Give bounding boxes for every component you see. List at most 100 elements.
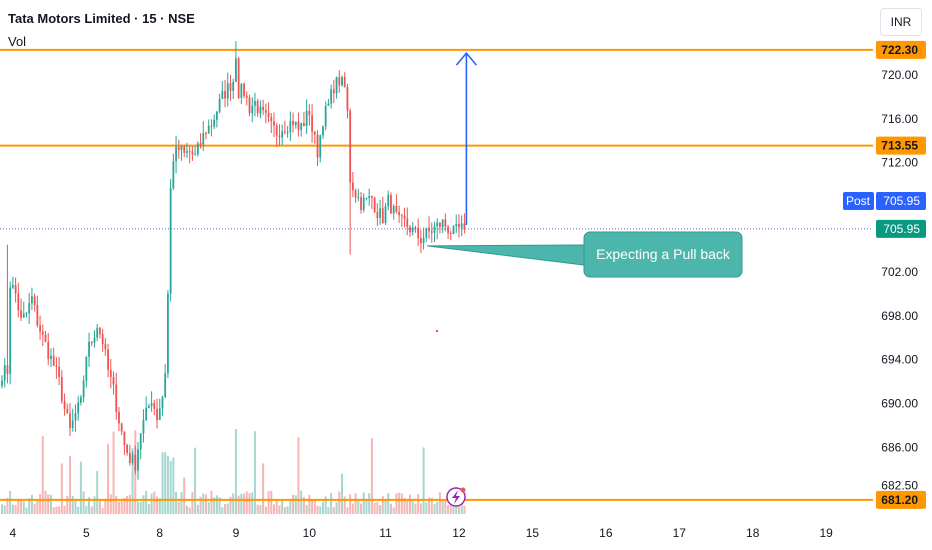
- volume-bar: [447, 505, 450, 514]
- marker-dot: [435, 329, 439, 333]
- candle-body: [6, 365, 9, 374]
- candle-body: [463, 223, 466, 229]
- candle-body: [3, 365, 6, 381]
- y-tick-label: 698.00: [881, 309, 918, 323]
- candle-body: [207, 125, 210, 134]
- candle-body: [158, 408, 161, 420]
- volume-bar: [215, 495, 218, 514]
- volume-bar: [55, 506, 58, 514]
- volume-bar: [449, 499, 452, 514]
- volume-bar: [28, 498, 31, 514]
- volume-bar: [240, 493, 243, 514]
- volume-bar: [156, 496, 159, 514]
- candle-body: [346, 87, 349, 111]
- x-tick-label: 8: [156, 526, 163, 540]
- x-tick-label: 12: [452, 526, 466, 540]
- candle-body: [104, 344, 107, 350]
- volume-bar: [3, 505, 6, 514]
- volume-bar: [177, 501, 180, 514]
- candle-body: [226, 83, 229, 99]
- candle-body: [177, 147, 180, 151]
- volume-bar: [39, 494, 42, 514]
- volume-bar: [237, 495, 240, 514]
- volume-bar: [335, 502, 338, 514]
- volume-bar: [313, 501, 316, 514]
- last-price-label: 705.95: [883, 222, 920, 236]
- candle-body: [31, 296, 33, 304]
- callout-text: Expecting a Pull back: [596, 246, 731, 262]
- volume-bar: [256, 504, 259, 514]
- candle-body: [262, 106, 265, 111]
- volume-label: Vol: [8, 34, 27, 49]
- volume-bar: [74, 500, 77, 514]
- volume-bar: [93, 496, 96, 514]
- y-tick-label: 716.00: [881, 112, 918, 126]
- volume-bar: [47, 494, 50, 514]
- volume-bar: [308, 494, 311, 514]
- currency-button[interactable]: INR: [880, 8, 922, 36]
- volume-bar: [403, 497, 406, 514]
- candle-body: [264, 110, 267, 113]
- volume-bar: [142, 495, 145, 514]
- candle-body: [406, 218, 409, 227]
- candle-body: [36, 305, 39, 326]
- volume-bar: [207, 502, 210, 514]
- candle-body: [99, 327, 101, 334]
- volume-bar: [183, 477, 186, 514]
- candle-body: [186, 151, 188, 153]
- candle-body: [191, 151, 194, 155]
- candle-body: [66, 408, 69, 414]
- candle-body: [341, 77, 343, 86]
- volume-bar: [101, 507, 104, 514]
- volume-bars: [1, 429, 466, 514]
- candle-body: [292, 120, 294, 126]
- candle-body: [428, 227, 430, 232]
- candle-body: [79, 397, 82, 403]
- candle-body: [71, 420, 74, 428]
- candle-body: [316, 134, 319, 158]
- projection-arrow-head: [455, 51, 478, 66]
- volume-bar: [112, 431, 115, 514]
- candle-body: [77, 402, 80, 414]
- volume-bar: [14, 505, 17, 514]
- candle-body: [199, 143, 202, 145]
- volume-bar: [441, 500, 444, 514]
- volume-bar: [316, 505, 319, 514]
- candle-body: [286, 131, 289, 133]
- candle-body: [180, 146, 183, 151]
- candle-body: [447, 226, 449, 233]
- volume-bar: [229, 496, 232, 514]
- volume-bar: [58, 506, 61, 514]
- candle-body: [441, 219, 444, 227]
- y-tick-label: 682.50: [881, 479, 918, 493]
- candle-body: [354, 190, 357, 198]
- volume-bar: [104, 500, 107, 514]
- candle-body: [205, 133, 207, 135]
- volume-bar: [332, 507, 335, 514]
- volume-bar: [69, 455, 71, 514]
- x-tick-label: 19: [819, 526, 833, 540]
- candle-body: [303, 123, 305, 127]
- candle-body: [39, 325, 41, 332]
- candle-body: [107, 349, 109, 370]
- candle-body: [373, 197, 376, 212]
- candle-body: [319, 135, 322, 158]
- candle-body: [281, 131, 284, 138]
- candle-body: [28, 303, 31, 314]
- volume-bar: [166, 455, 169, 514]
- volume-bar: [243, 493, 246, 514]
- candle-body: [254, 100, 256, 106]
- volume-bar: [213, 497, 216, 514]
- candle-body: [235, 58, 237, 82]
- candle-body: [283, 131, 286, 133]
- candle-body: [297, 121, 300, 130]
- candle-body: [118, 411, 120, 424]
- candle-body: [101, 333, 104, 345]
- candle-body: [251, 105, 254, 114]
- post-price-badge: [876, 192, 926, 210]
- candle-body: [365, 197, 368, 199]
- candle-body: [430, 231, 433, 233]
- callout-pointer: [426, 244, 585, 266]
- volume-bar: [283, 507, 286, 514]
